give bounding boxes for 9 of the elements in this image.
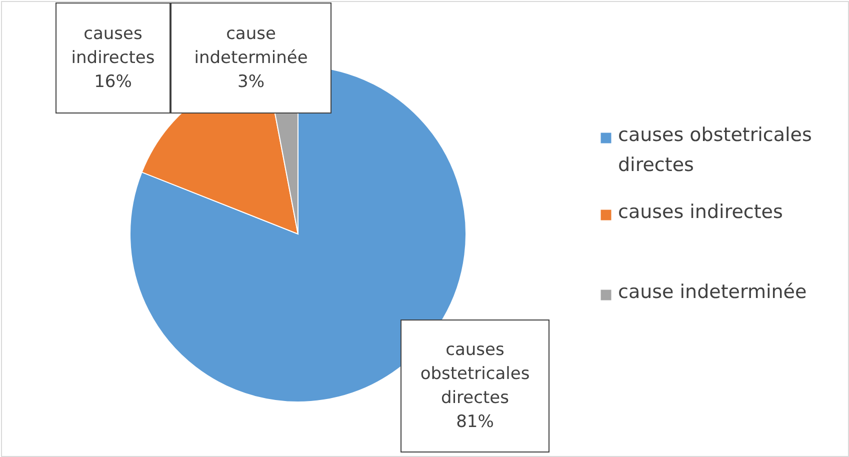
legend-label: causes indirectes: [618, 201, 783, 223]
slice-label: cause indeterminée: [194, 24, 308, 68]
legend-label: cause indeterminée: [618, 281, 807, 303]
legend-label: causes obstetricales directes: [618, 124, 812, 176]
data-label: 81%: [456, 412, 494, 432]
data-label: 16%: [94, 72, 132, 92]
slice-label: causes obstetricales directes: [420, 340, 530, 408]
data-label: 3%: [238, 72, 264, 92]
slice-label: causes indirectes: [71, 24, 155, 68]
